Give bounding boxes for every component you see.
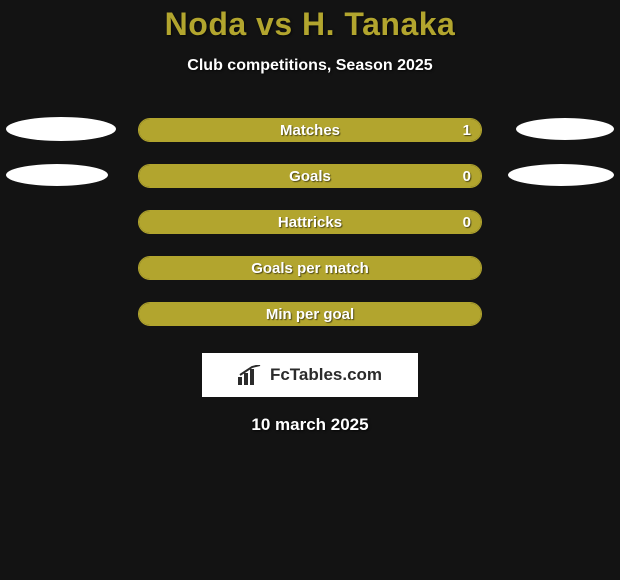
- page-title: Noda vs H. Tanaka: [0, 0, 620, 43]
- stat-label: Goals per match: [139, 257, 481, 279]
- stat-row: Min per goal: [0, 291, 620, 337]
- comparison-infographic: Noda vs H. Tanaka Club competitions, Sea…: [0, 0, 620, 580]
- stat-row: Goals per match: [0, 245, 620, 291]
- player-marker-right: [508, 164, 614, 186]
- stat-row: Hattricks0: [0, 199, 620, 245]
- stat-row: Matches1: [0, 107, 620, 153]
- brand-text: FcTables.com: [270, 365, 382, 385]
- player-marker-left: [6, 164, 108, 186]
- stat-label: Min per goal: [139, 303, 481, 325]
- subtitle: Club competitions, Season 2025: [0, 57, 620, 75]
- date-text: 10 march 2025: [0, 415, 620, 435]
- stat-bar: Matches1: [138, 118, 482, 142]
- stat-row: Goals0: [0, 153, 620, 199]
- stat-label: Goals: [139, 165, 481, 187]
- stat-label: Hattricks: [139, 211, 481, 233]
- stat-bar: Hattricks0: [138, 210, 482, 234]
- stat-bar: Min per goal: [138, 302, 482, 326]
- brand-badge: FcTables.com: [202, 353, 418, 397]
- stat-bar: Goals per match: [138, 256, 482, 280]
- stat-value-right: 0: [463, 211, 471, 233]
- stat-value-right: 1: [463, 119, 471, 141]
- stat-label: Matches: [139, 119, 481, 141]
- stat-value-right: 0: [463, 165, 471, 187]
- brand-chart-icon: [238, 365, 262, 385]
- stat-bar: Goals0: [138, 164, 482, 188]
- player-marker-left: [6, 117, 116, 141]
- player-marker-right: [516, 118, 614, 140]
- stat-rows: Matches1Goals0Hattricks0Goals per matchM…: [0, 107, 620, 337]
